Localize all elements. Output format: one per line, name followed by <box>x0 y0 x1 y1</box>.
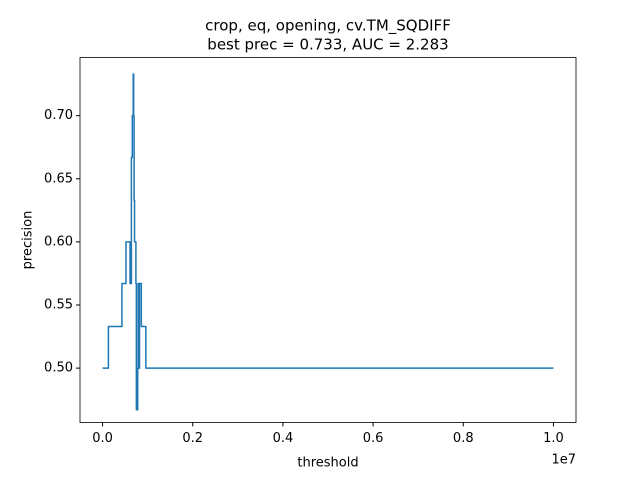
plot-frame <box>79 57 577 423</box>
y-tick-label: 0.70 <box>44 108 73 123</box>
x-tick-label: 1.0 <box>543 431 564 446</box>
y-tick-label: 0.60 <box>44 234 73 249</box>
chart-title: crop, eq, opening, cv.TM_SQDIFF <box>205 17 451 36</box>
data-line <box>102 73 554 411</box>
x-offset-label: 1e7 <box>551 453 576 468</box>
x-tick-label: 0.2 <box>182 431 203 446</box>
chart-subtitle: best prec = 0.733, AUC = 2.283 <box>207 36 448 54</box>
x-tick-label: 0.0 <box>92 431 113 446</box>
x-tick-label: 0.8 <box>453 431 474 446</box>
y-tick-label: 0.50 <box>44 361 73 376</box>
x-tick-label: 0.4 <box>273 431 294 446</box>
y-tick-label: 0.55 <box>44 298 73 313</box>
y-axis-label: precision <box>21 211 36 270</box>
x-axis-label: threshold <box>297 456 358 471</box>
x-tick-label: 0.6 <box>363 431 384 446</box>
y-tick-label: 0.65 <box>44 171 73 186</box>
